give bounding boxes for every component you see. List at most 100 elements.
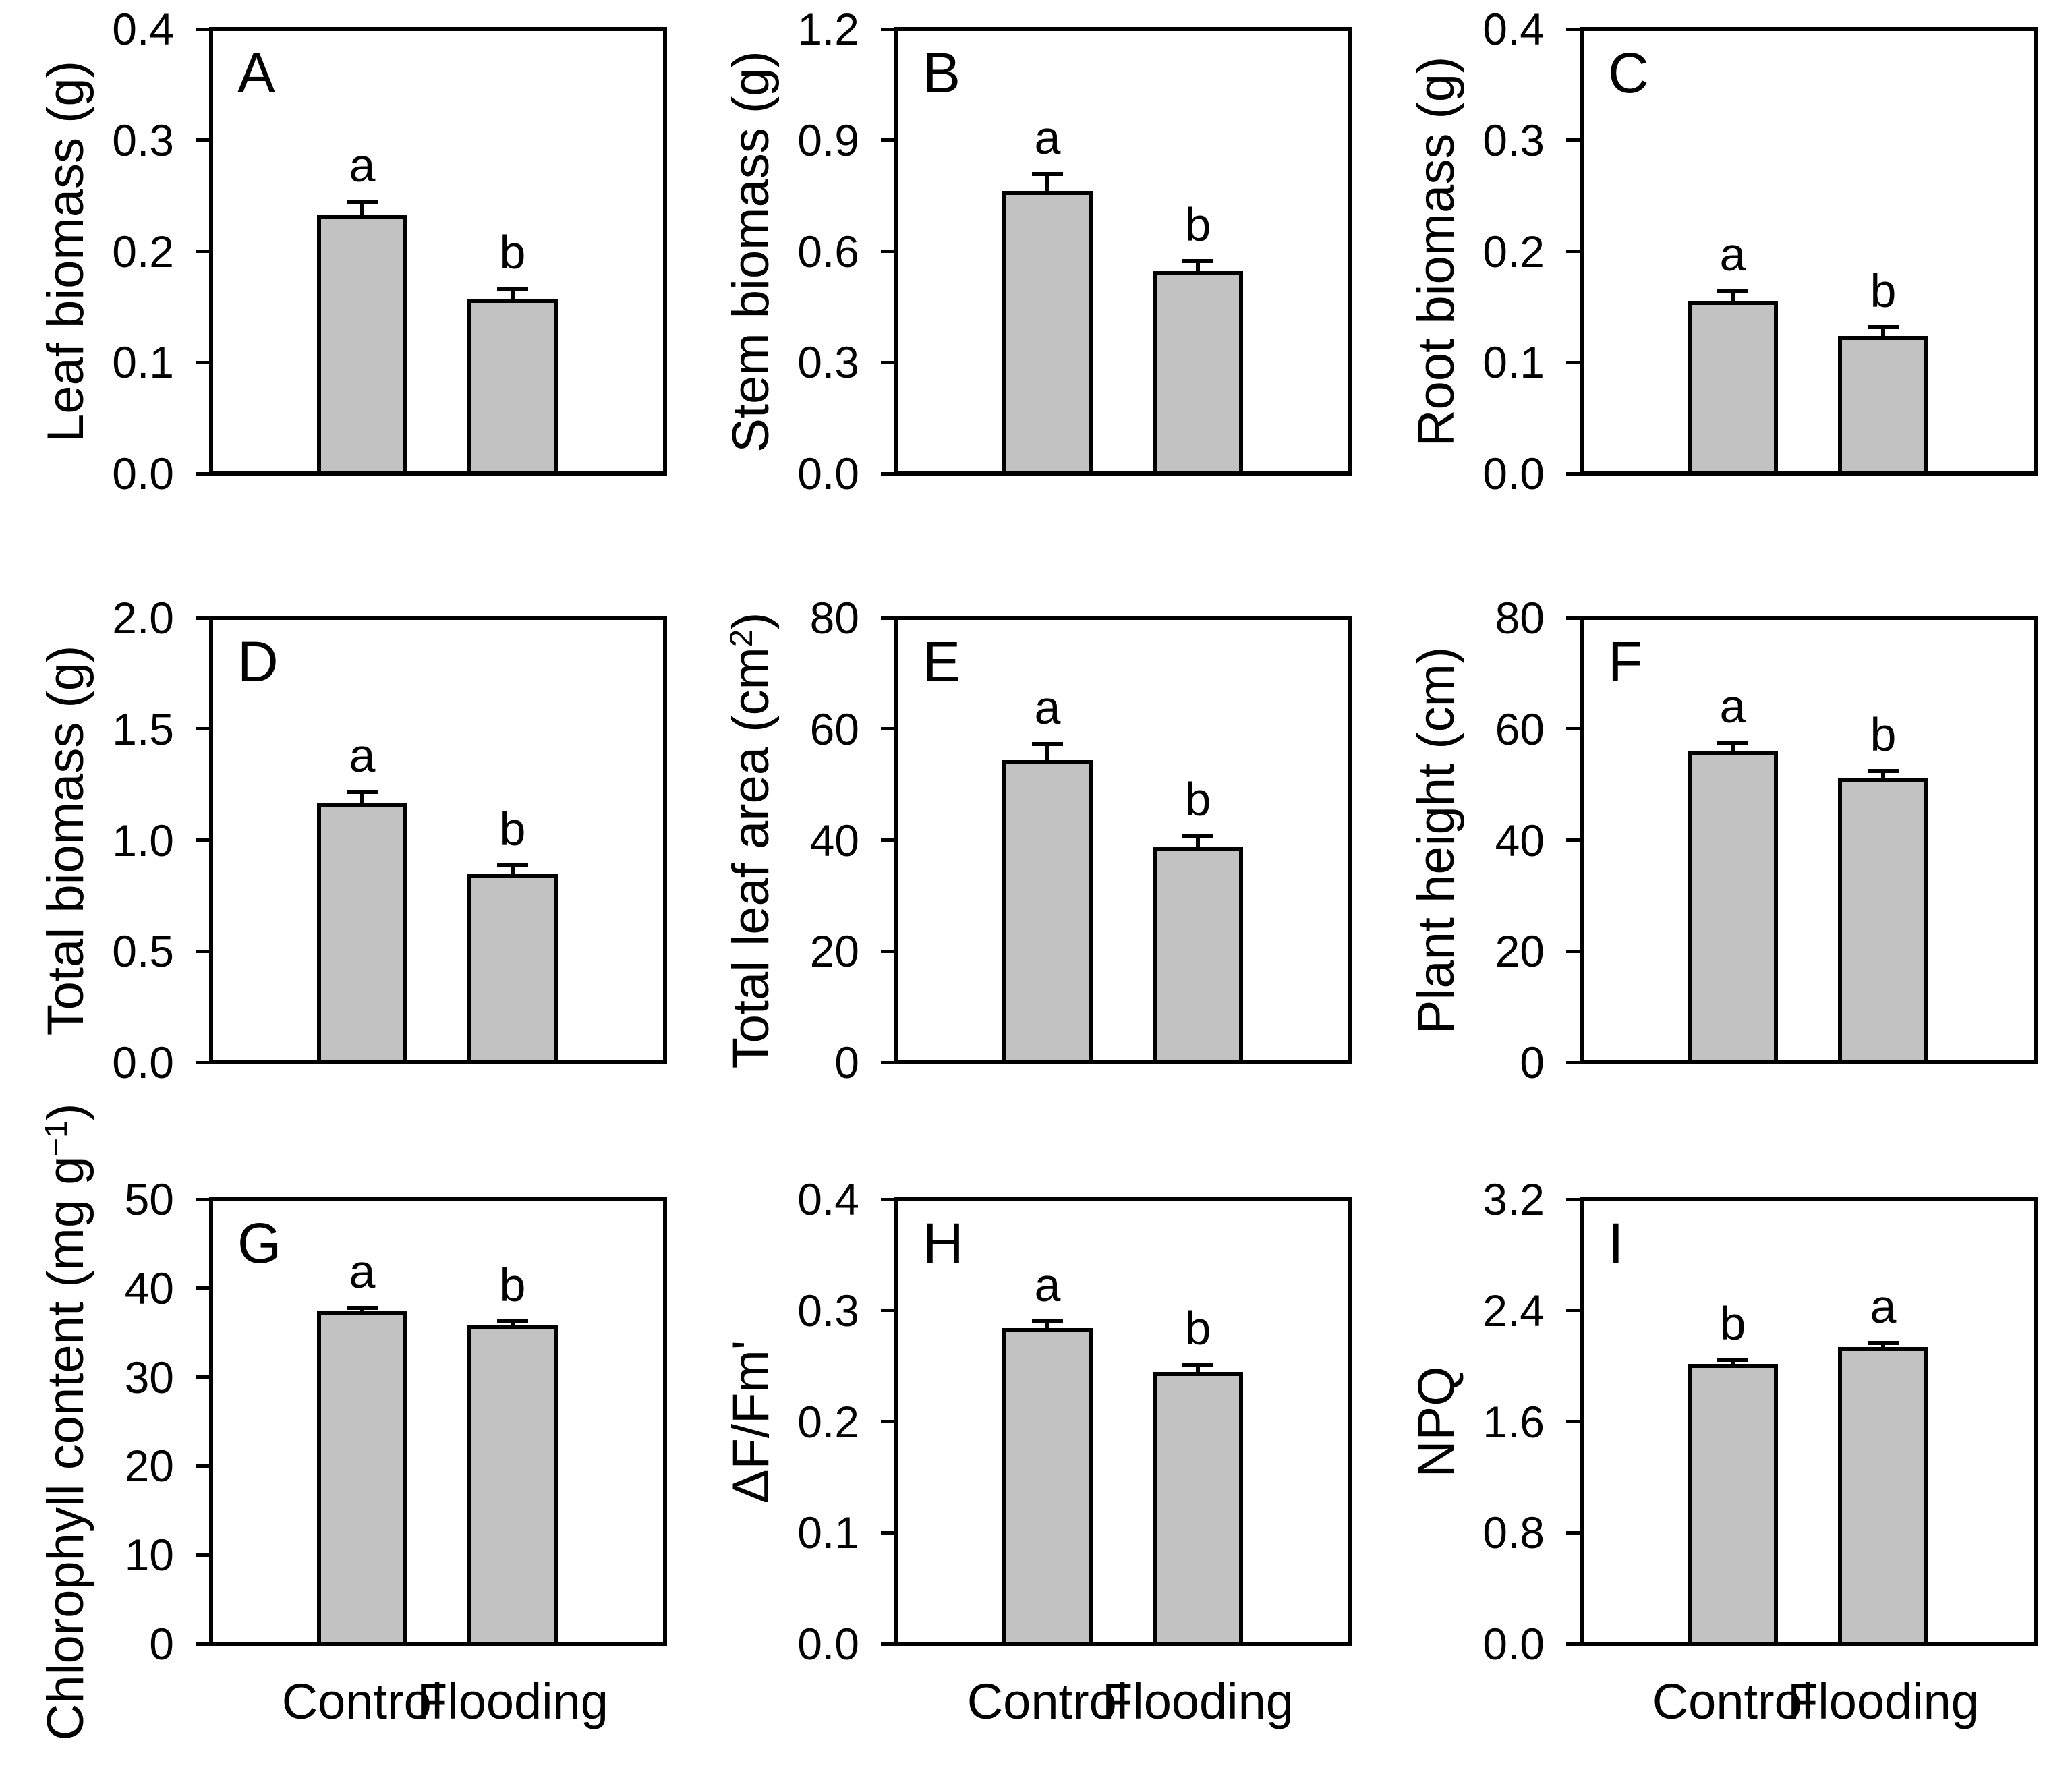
y-axis-label-superscript: −1 <box>38 1120 74 1157</box>
y-tick-label: 2.0 <box>112 593 174 643</box>
y-tick <box>1566 250 1580 253</box>
error-cap-flooding <box>1182 833 1213 838</box>
error-cap-control <box>1717 1357 1748 1362</box>
y-tick-label: 0.1 <box>1483 337 1545 388</box>
y-tick <box>881 838 894 842</box>
x-tick-label-flooding: Flooding <box>417 1673 608 1729</box>
error-cap-control <box>1717 289 1748 293</box>
y-tick <box>196 838 209 842</box>
bar-control <box>317 802 407 1064</box>
x-tick-label-flooding: Flooding <box>1102 1673 1294 1729</box>
y-tick-label: 1.6 <box>1483 1396 1545 1447</box>
y-tick-label: 30 <box>124 1352 174 1402</box>
y-tick <box>196 1060 209 1064</box>
error-cap-control <box>1032 741 1063 746</box>
error-bar-control <box>360 791 364 805</box>
bar-flooding <box>467 298 558 476</box>
bar-flooding <box>1838 336 1928 476</box>
sig-letter-flooding: b <box>1184 772 1211 826</box>
error-bar-flooding <box>511 289 515 302</box>
panel-letter-E: E <box>923 630 961 693</box>
y-tick <box>196 616 209 620</box>
sig-letter-control: a <box>1719 228 1746 281</box>
error-cap-control <box>347 1306 378 1311</box>
error-cap-control <box>347 200 378 204</box>
error-cap-flooding <box>1182 259 1213 264</box>
y-tick-label: 80 <box>809 593 859 643</box>
y-tick <box>1566 1060 1580 1064</box>
bar-flooding <box>1838 778 1928 1064</box>
sig-letter-control: b <box>1719 1296 1746 1350</box>
y-tick-label: 0.3 <box>797 1285 859 1336</box>
error-bar-control <box>360 202 364 218</box>
y-axis-label-superscript: 2 <box>723 629 759 647</box>
y-tick-label: 0.5 <box>112 926 174 977</box>
y-tick <box>881 616 894 620</box>
error-cap-control <box>1032 172 1063 177</box>
y-tick <box>196 1642 209 1646</box>
y-tick-label: 0.0 <box>797 449 859 498</box>
y-tick <box>881 360 894 364</box>
y-tick-label: 0.0 <box>112 1037 174 1087</box>
sig-letter-control: a <box>1034 111 1061 165</box>
sig-letter-flooding: b <box>1184 1301 1211 1354</box>
panel-letter-C: C <box>1608 41 1649 105</box>
error-bar-flooding <box>511 1321 515 1327</box>
y-tick <box>1566 138 1580 142</box>
y-tick <box>1566 1530 1580 1535</box>
y-axis-label-text: ΔF/Fm' <box>722 1340 780 1503</box>
x-tick-label-control: Control <box>1652 1673 1814 1729</box>
y-tick <box>881 1530 894 1535</box>
y-tick <box>881 727 894 731</box>
y-tick <box>196 949 209 953</box>
panel-box-I <box>1580 1197 2038 1646</box>
y-tick <box>881 1420 894 1423</box>
error-bar-control <box>360 1308 364 1315</box>
error-cap-flooding <box>1868 325 1899 330</box>
y-tick <box>881 250 894 253</box>
y-tick <box>196 471 209 476</box>
y-tick <box>881 1060 894 1064</box>
y-tick-label: 0.3 <box>797 337 859 388</box>
y-tick-label: 0.3 <box>1483 115 1545 165</box>
panel-box-D <box>209 616 667 1064</box>
error-bar-control <box>1045 174 1049 194</box>
bar-control <box>317 1311 407 1646</box>
error-cap-flooding <box>497 863 528 868</box>
y-tick-label: 0.8 <box>1483 1508 1545 1558</box>
y-tick-label: 10 <box>124 1530 174 1580</box>
error-bar-control <box>1731 743 1735 754</box>
y-tick-label: 60 <box>1495 704 1545 754</box>
y-tick-label: 0.0 <box>1483 1619 1545 1669</box>
y-tick <box>1566 1420 1580 1423</box>
error-bar-flooding <box>1881 327 1885 339</box>
bar-control <box>1002 1327 1093 1646</box>
y-tick-label: 0.4 <box>1483 4 1545 54</box>
y-tick <box>196 1464 209 1468</box>
y-tick <box>1566 1197 1580 1201</box>
y-tick-label: 20 <box>809 926 859 977</box>
bar-flooding <box>1153 847 1243 1064</box>
y-axis-label-I: NPQ <box>1406 849 1468 1778</box>
panel-box-F <box>1580 616 2038 1064</box>
y-tick <box>1566 727 1580 731</box>
panel-box-E <box>894 616 1352 1064</box>
error-bar-flooding <box>1196 1364 1200 1375</box>
y-tick <box>1566 471 1580 476</box>
error-bar-control <box>1045 1321 1049 1331</box>
y-tick-label: 60 <box>809 704 859 754</box>
error-bar-control <box>1731 291 1735 304</box>
y-tick <box>881 949 894 953</box>
sig-letter-control: a <box>1034 681 1061 734</box>
x-tick-label-control: Control <box>967 1673 1128 1729</box>
y-axis-label-text: NPQ <box>1408 1366 1465 1477</box>
panel-box-A <box>209 27 667 476</box>
y-axis-label-text: ) <box>722 612 780 629</box>
y-tick <box>881 138 894 142</box>
y-axis-label-text: ) <box>37 1103 94 1120</box>
bar-control <box>1688 751 1778 1064</box>
y-tick-label: 1.0 <box>112 815 174 865</box>
panel-box-B <box>894 27 1352 476</box>
panel-box-G <box>209 1197 667 1646</box>
